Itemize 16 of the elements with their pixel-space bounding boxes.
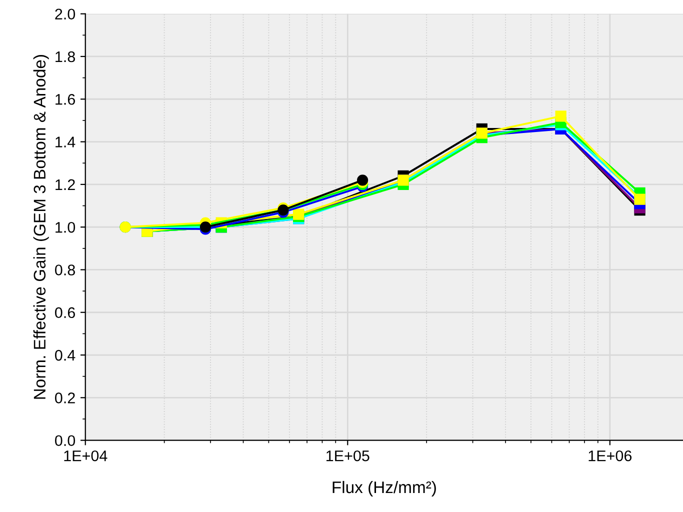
y-tick-label: 0.2	[55, 392, 75, 404]
y-tick-label: 0.4	[55, 350, 76, 361]
y-tick-label: 2.0	[55, 8, 76, 20]
y-tick-label: 1.2	[56, 179, 75, 190]
x-tick-label: 1E+06	[588, 450, 632, 462]
y-tick-label: 0.6	[55, 307, 75, 318]
y-tick-label: 0.0	[55, 435, 76, 446]
y-tick-label: 1.0	[56, 222, 76, 233]
x-tick-label: 1E+05	[326, 450, 370, 462]
y-tick-label: 1.8	[56, 51, 75, 62]
y-axis-title: Norm. Effective Gain (GEM 3 Bottom & Anode)	[33, 55, 49, 399]
y-tick-label: 1.4	[56, 136, 76, 148]
y-tick-label: 0.8	[55, 264, 75, 276]
y-tick-label: 1.6	[56, 94, 75, 105]
x-axis-title: Flux (Hz/mm²)	[332, 480, 436, 496]
x-tick-label: 1E+04	[64, 450, 108, 462]
